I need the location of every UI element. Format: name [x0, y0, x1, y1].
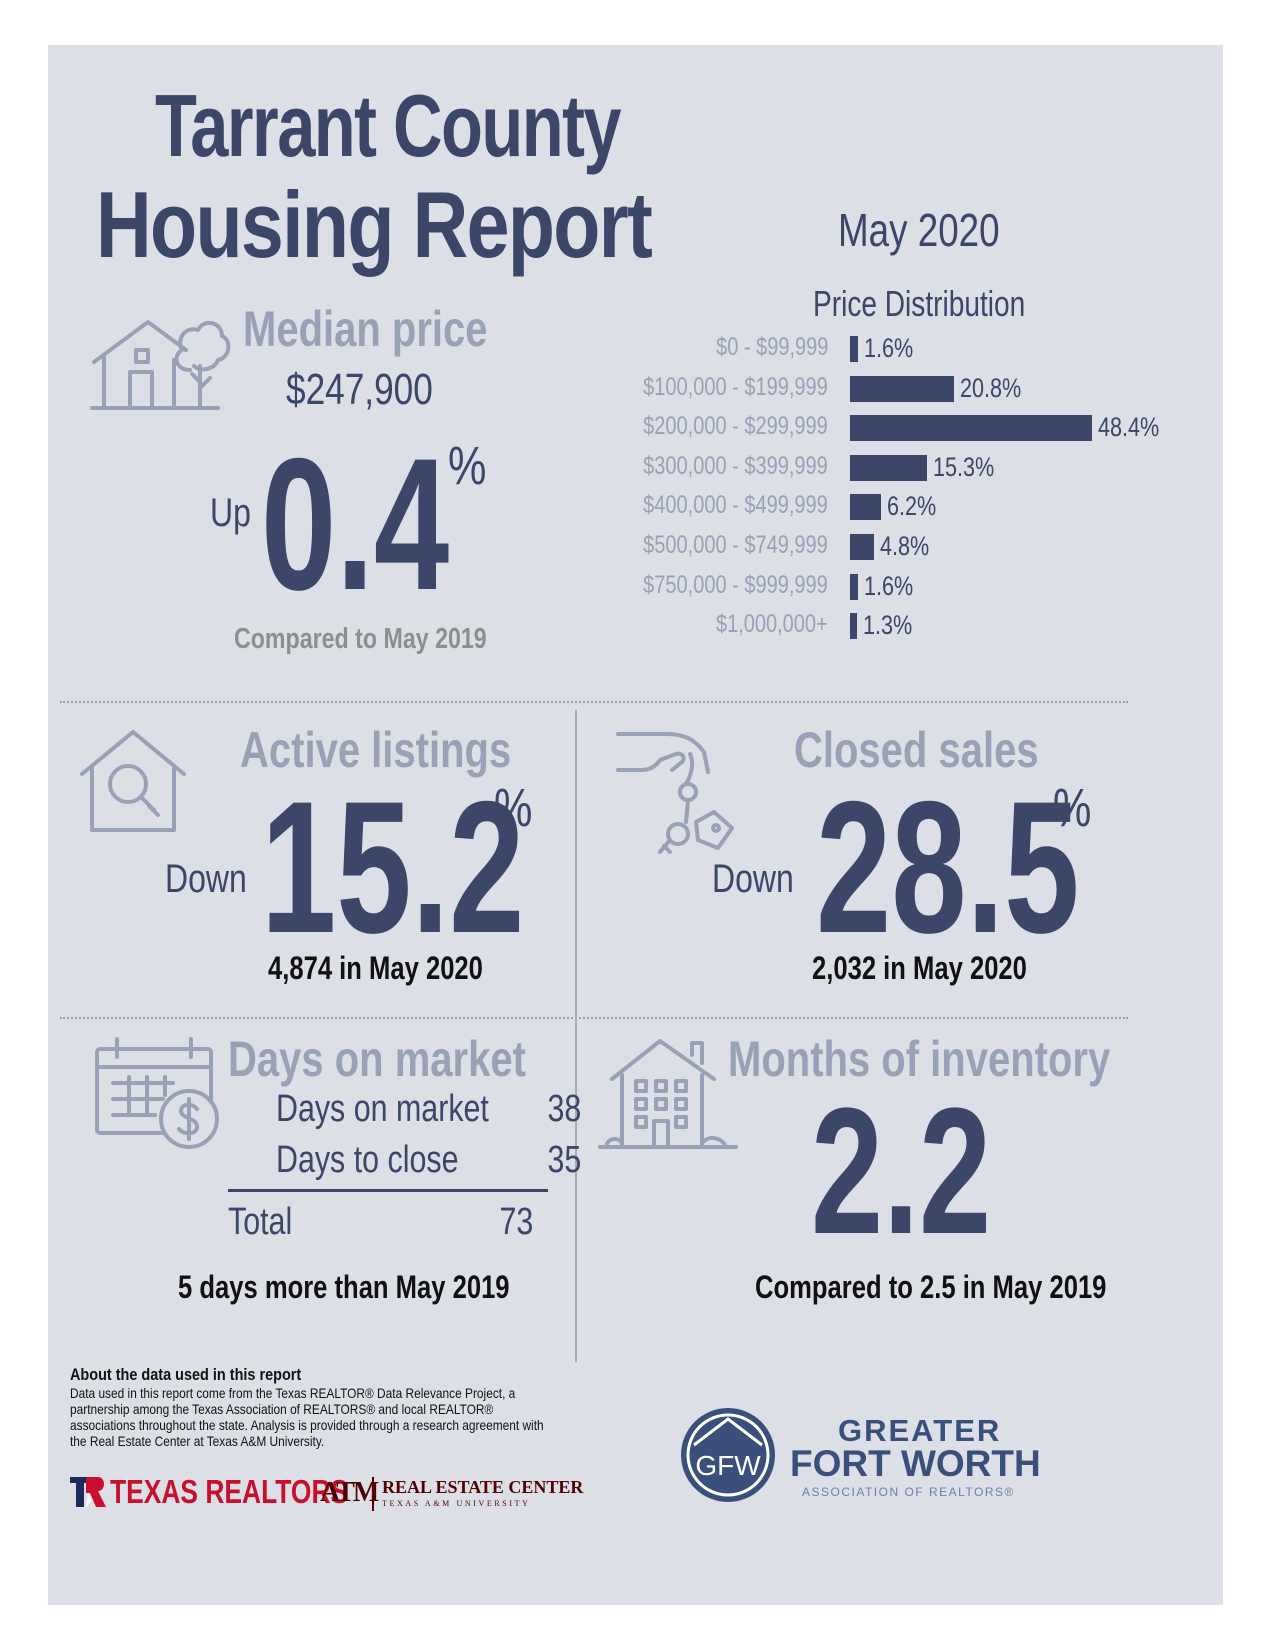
price-bar	[850, 494, 881, 521]
title-line-1: Tarrant County	[155, 76, 622, 175]
gfw-logo: GFW GREATER FORT WORTH ASSOCIATION OF RE…	[678, 1405, 1058, 1505]
price-bar-category: $1,000,000+	[716, 610, 828, 639]
median-price-value: $247,900	[286, 365, 433, 414]
rec-divider	[372, 1477, 374, 1511]
months-comparison: Compared to 2.5 in May 2019	[755, 1269, 1107, 1305]
dom-total-value: 73	[499, 1201, 533, 1243]
price-bar-row: $500,000 - $749,999 4.8%	[588, 531, 1188, 561]
price-bar-row: $400,000 - $499,999 6.2%	[588, 491, 1188, 521]
texas-realtors-logo: TEXAS REALTORS	[70, 1473, 348, 1511]
rec-line-1: REAL ESTATE CENTER	[382, 1477, 584, 1497]
divider-vertical	[575, 710, 577, 1362]
price-bar-category: $400,000 - $499,999	[643, 491, 828, 520]
price-bar-category: $0 - $99,999	[715, 333, 828, 361]
rec-line-2: TEXAS A&M UNIVERSITY	[382, 1499, 531, 1508]
active-change-value: 15.2	[261, 762, 525, 972]
price-bar	[850, 534, 874, 560]
closed-change-unit: %	[1053, 778, 1092, 838]
closed-direction: Down	[712, 857, 794, 901]
price-distribution-title: Price Distribution	[813, 283, 1026, 324]
price-bar-value: 1.6%	[864, 333, 914, 363]
texas-realtors-mark-icon	[70, 1477, 106, 1507]
price-bar-row: $0 - $99,999 1.6%	[588, 333, 1188, 363]
dom-total-label: Total	[228, 1201, 293, 1243]
dom-comparison: 5 days more than May 2019	[178, 1269, 510, 1305]
price-bar-value: 1.6%	[864, 570, 914, 601]
price-bar-row: $750,000 - $999,999 1.6%	[588, 571, 1188, 601]
dom-row-label: Days to close	[276, 1139, 459, 1181]
dom-total-rule	[228, 1189, 548, 1192]
report-period: May 2020	[838, 204, 1000, 256]
dom-row-value: 38	[547, 1088, 581, 1130]
calendar-dollar-icon	[93, 1035, 221, 1153]
price-bar-category: $200,000 - $299,999	[643, 412, 828, 441]
price-bar	[850, 415, 1092, 442]
active-listings-label: Active listings	[240, 722, 512, 778]
price-bar-row: $100,000 - $199,999 20.8%	[588, 373, 1188, 403]
median-price-label: Median price	[243, 301, 488, 357]
active-direction: Down	[165, 857, 247, 901]
closed-detail: 2,032 in May 2020	[812, 950, 1027, 986]
price-bar-category: $750,000 - $999,999	[643, 570, 828, 599]
price-bar-row: $200,000 - $299,999 48.4%	[588, 412, 1188, 442]
about-body: Data used in this report come from the T…	[70, 1385, 544, 1449]
active-detail: 4,874 in May 2020	[268, 950, 483, 986]
price-bar-row: $300,000 - $399,999 15.3%	[588, 452, 1188, 482]
gfw-monogram: GFW	[695, 1450, 761, 1481]
price-bar	[850, 573, 858, 600]
gfw-emblem-icon: GFW	[681, 1408, 775, 1502]
price-bar-value: 4.8%	[880, 531, 930, 561]
price-bar-value: 20.8%	[960, 372, 1022, 403]
price-bar-value: 48.4%	[1098, 412, 1160, 443]
price-bar	[850, 454, 927, 481]
title-line-2: Housing Report	[96, 172, 653, 277]
price-bar-category: $300,000 - $399,999	[643, 451, 828, 480]
gfw-line-3: ASSOCIATION OF REALTORS®	[802, 1485, 1015, 1499]
closed-change-value: 28.5	[816, 762, 1080, 972]
active-change-unit: %	[494, 778, 533, 838]
house-search-icon	[78, 728, 188, 834]
house-tree-icon	[90, 300, 232, 412]
tam-mark: ATM	[320, 1477, 379, 1508]
months-inventory-value: 2.2	[811, 1071, 992, 1272]
price-bar	[850, 336, 858, 362]
price-bar	[850, 613, 857, 640]
median-comparison: Compared to May 2019	[234, 623, 487, 655]
price-bar-value: 1.3%	[862, 610, 912, 641]
hand-keys-icon	[616, 730, 738, 860]
dom-row-label: Days on market	[276, 1088, 489, 1130]
median-change-unit: %	[448, 436, 487, 496]
price-bar-value: 15.3%	[932, 451, 994, 482]
report-panel: Tarrant County Housing Report May 2020 M…	[48, 45, 1223, 1605]
price-bar-row: $1,000,000+ 1.3%	[588, 610, 1188, 640]
price-bar-value: 6.2%	[887, 491, 937, 522]
closed-sales-label: Closed sales	[794, 722, 1039, 778]
months-inventory-label: Months of inventory	[728, 1031, 1111, 1087]
price-bar-category: $100,000 - $199,999	[643, 372, 828, 401]
price-bar-category: $500,000 - $749,999	[643, 531, 828, 559]
median-change-value: 0.4	[261, 419, 450, 629]
divider-middle	[60, 1017, 1128, 1019]
dom-row-days-on-market: Days on market 38	[276, 1088, 581, 1136]
price-bar	[850, 375, 954, 402]
divider-top	[60, 701, 1128, 703]
gfw-line-1: GREATER	[838, 1413, 1002, 1448]
texas-realtors-text: TEXAS REALTORS	[110, 1473, 349, 1510]
days-on-market-label: Days on market	[228, 1031, 526, 1087]
dom-row-value: 35	[547, 1139, 581, 1181]
median-direction: Up	[210, 491, 251, 535]
real-estate-center-logo: ATM REAL ESTATE CENTER TEXAS A&M UNIVERS…	[320, 1475, 584, 1515]
dom-row-total: Total 73	[228, 1201, 533, 1249]
dom-row-days-to-close: Days to close 35	[276, 1139, 581, 1187]
apartment-building-icon	[598, 1035, 738, 1153]
about-title: About the data used in this report	[70, 1365, 302, 1384]
gfw-line-2: FORT WORTH	[790, 1443, 1041, 1484]
